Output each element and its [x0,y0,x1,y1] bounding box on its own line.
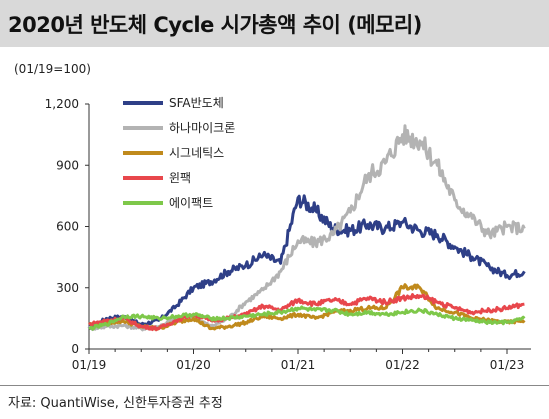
legend-label: 하나마이크론 [169,121,235,135]
y-tick-label: 300 [56,281,79,295]
series-line-5 [88,305,526,331]
x-tick-label: 01/22 [385,358,420,372]
y-tick-label: 600 [56,220,79,234]
legend-label: SFA반도체 [169,96,224,110]
source-note: 자료: QuantiWise, 신한투자증권 추정 [8,396,223,411]
x-tick-label: 01/19 [72,358,107,372]
legend-label: 에이팩트 [169,196,213,210]
chart-axes: 0 300 600 900 1,200 01/19 01/20 01/21 01/22 01/23 [45,97,531,372]
x-tick-label: 01/20 [176,358,211,372]
series-layer [87,124,526,332]
series-line-2 [87,124,526,332]
chart-title: 2020년 반도체 Cycle 시가총액 추이 (메모리) [8,13,422,37]
chart-svg: 0 300 600 900 1,200 01/19 01/20 01/21 01/22 01/23… [45,96,531,372]
title-bar: 2020년 반도체 Cycle 시가총액 추이 (메모리) [0,0,549,47]
y-tick-label: 900 [56,158,79,172]
legend-label: 윈팩 [169,171,191,185]
bottom-rule [0,385,549,386]
unit-label: (01/19=100) [14,62,91,76]
x-tick-label: 01/21 [281,358,316,372]
y-tick-label: 0 [71,342,79,356]
y-tick-label: 1,200 [45,97,79,111]
series-line-4 [88,293,525,332]
x-tick-label: 01/23 [490,358,525,372]
legend-label: 시그네틱스 [169,146,224,160]
